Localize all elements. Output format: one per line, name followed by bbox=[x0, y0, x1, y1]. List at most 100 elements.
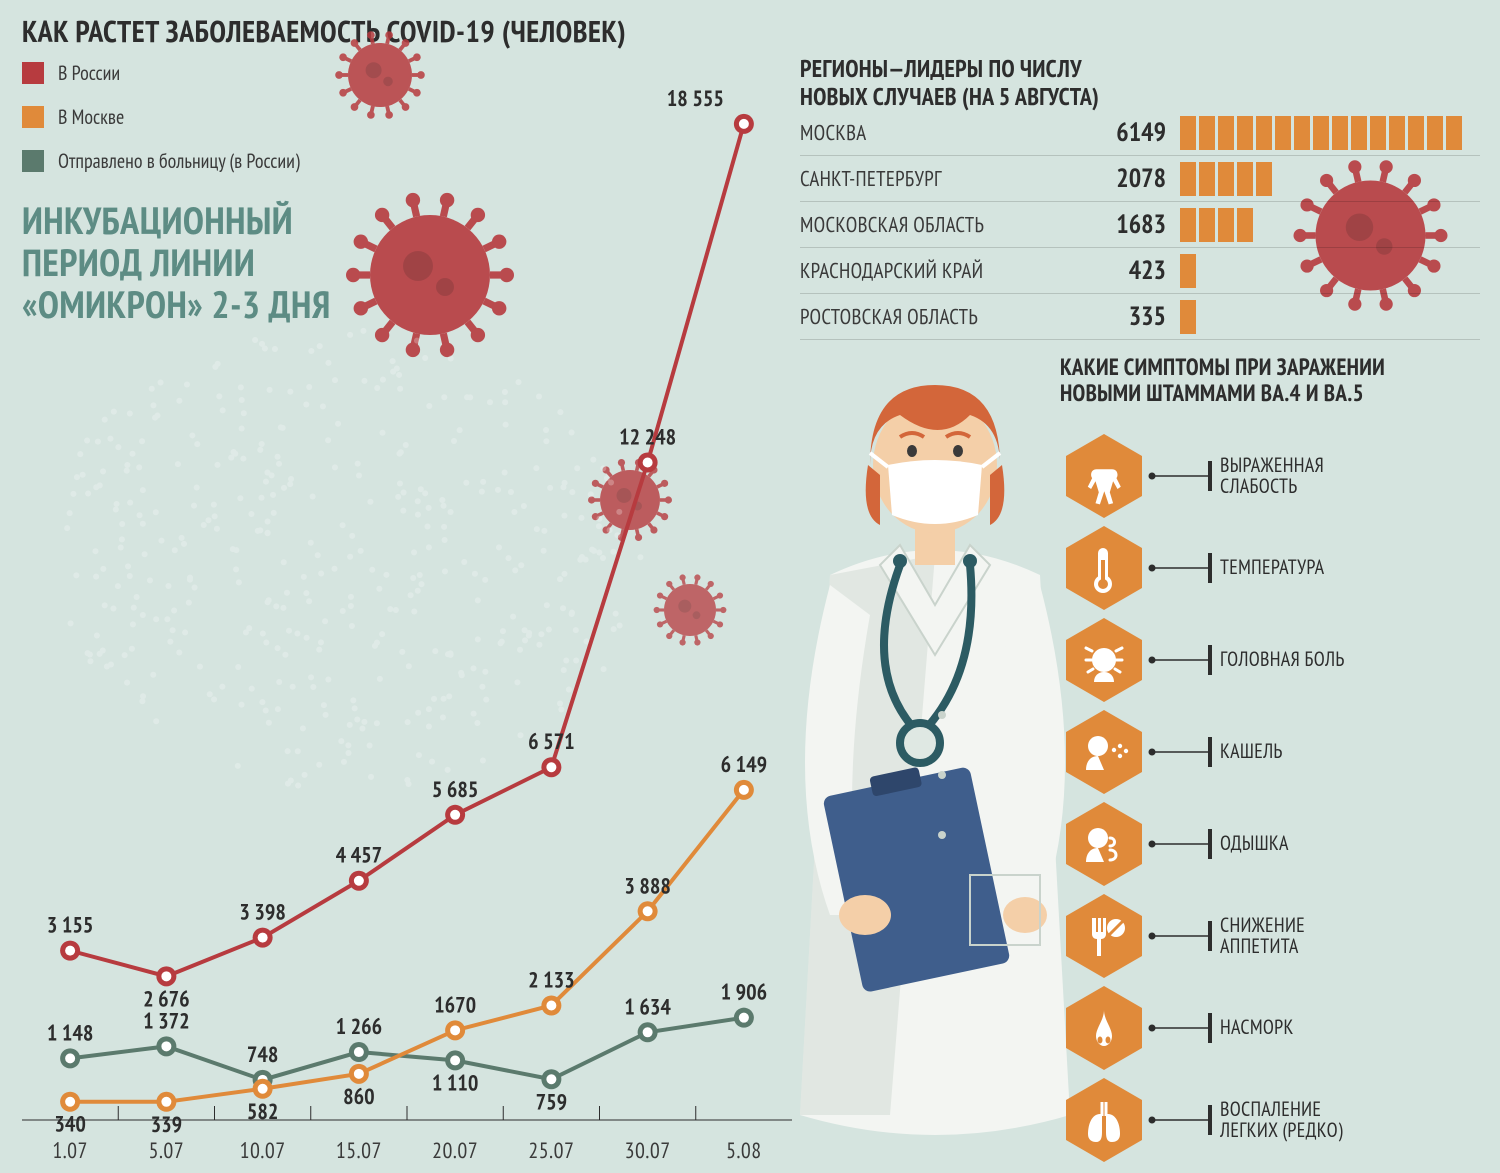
region-bar-segment bbox=[1427, 116, 1443, 150]
symptom-row: ОДЫШКА bbox=[1060, 798, 1490, 890]
region-bar bbox=[1180, 208, 1253, 242]
region-value: 6149 bbox=[1090, 116, 1180, 149]
connector bbox=[1148, 839, 1208, 849]
svg-text:759: 759 bbox=[536, 1088, 568, 1116]
svg-text:340: 340 bbox=[54, 1111, 86, 1139]
region-bar-segment bbox=[1199, 116, 1215, 150]
region-bar-segment bbox=[1313, 116, 1329, 150]
region-bar-segment bbox=[1237, 116, 1253, 150]
region-bar bbox=[1180, 116, 1462, 150]
region-name: КРАСНОДАРСКИЙ КРАЙ bbox=[800, 257, 1090, 284]
svg-text:4 457: 4 457 bbox=[336, 842, 383, 870]
region-bar-segment bbox=[1446, 116, 1462, 150]
region-value: 423 bbox=[1090, 254, 1180, 287]
x-tick-label: 20.07 bbox=[407, 1137, 503, 1165]
connector bbox=[1148, 655, 1208, 665]
region-row: МОСКОВСКАЯ ОБЛАСТЬ1683 bbox=[800, 202, 1480, 248]
dyspnea-icon bbox=[1060, 800, 1148, 888]
symptom-label-wrap: СНИЖЕНИЕАППЕТИТА bbox=[1208, 915, 1305, 957]
symptom-label: ОДЫШКА bbox=[1220, 833, 1289, 854]
region-bar-segment bbox=[1218, 116, 1234, 150]
region-name: САНКТ-ПЕТЕРБУРГ bbox=[800, 165, 1090, 192]
page-title: КАК РАСТЕТ ЗАБОЛЕВАЕМОСТЬ COVID-19 (ЧЕЛО… bbox=[22, 12, 626, 51]
thermometer-icon bbox=[1060, 524, 1148, 612]
symptom-label-wrap: КАШЕЛЬ bbox=[1208, 737, 1283, 767]
region-value: 2078 bbox=[1090, 162, 1180, 195]
region-bar-segment bbox=[1180, 162, 1196, 196]
nose-icon bbox=[1060, 984, 1148, 1072]
x-tick-label: 10.07 bbox=[215, 1137, 311, 1165]
x-tick-label: 15.07 bbox=[311, 1137, 407, 1165]
region-bar-segment bbox=[1408, 116, 1424, 150]
region-bar bbox=[1180, 162, 1272, 196]
region-bar-segment bbox=[1218, 208, 1234, 242]
region-bar-segment bbox=[1256, 116, 1272, 150]
lungs-icon bbox=[1060, 1076, 1148, 1164]
doctor-illustration bbox=[770, 355, 1100, 1155]
headache-icon bbox=[1060, 616, 1148, 704]
symptom-row: НАСМОРК bbox=[1060, 982, 1490, 1074]
region-row: РОСТОВСКАЯ ОБЛАСТЬ335 bbox=[800, 294, 1480, 340]
svg-text:1 110: 1 110 bbox=[432, 1069, 479, 1097]
symptom-row: ГОЛОВНАЯ БОЛЬ bbox=[1060, 614, 1490, 706]
region-bar-segment bbox=[1180, 208, 1196, 242]
region-row: САНКТ-ПЕТЕРБУРГ2078 bbox=[800, 156, 1480, 202]
symptom-label: ТЕМПЕРАТУРА bbox=[1220, 557, 1324, 578]
region-bar-segment bbox=[1180, 254, 1196, 288]
region-bar bbox=[1180, 300, 1196, 334]
symptom-row: СНИЖЕНИЕАППЕТИТА bbox=[1060, 890, 1490, 982]
region-bar-segment bbox=[1389, 116, 1405, 150]
region-bar-segment bbox=[1256, 162, 1272, 196]
symptoms-block: КАКИЕ СИМПТОМЫ ПРИ ЗАРАЖЕНИИНОВЫМИ ШТАММ… bbox=[1060, 355, 1490, 1166]
svg-text:2 133: 2 133 bbox=[528, 966, 575, 994]
symptom-label: ГОЛОВНАЯ БОЛЬ bbox=[1220, 649, 1345, 670]
region-bar-segment bbox=[1370, 116, 1386, 150]
svg-text:12 248: 12 248 bbox=[619, 423, 676, 451]
region-value: 335 bbox=[1090, 300, 1180, 333]
x-tick-label: 30.07 bbox=[600, 1137, 696, 1165]
region-bar-segment bbox=[1180, 300, 1196, 334]
chart-x-axis: 1.075.0710.0715.0720.0725.0730.075.08 bbox=[22, 1137, 792, 1165]
x-tick-label: 5.07 bbox=[118, 1137, 214, 1165]
symptom-label: ВОСПАЛЕНИЕЛЕГКИХ (РЕДКО) bbox=[1220, 1099, 1343, 1141]
symptom-row: ВЫРАЖЕННАЯСЛАБОСТЬ bbox=[1060, 430, 1490, 522]
regions-title: РЕГИОНЫ—ЛИДЕРЫ ПО ЧИСЛУНОВЫХ СЛУЧАЕВ (НА… bbox=[800, 55, 1480, 110]
weakness-icon bbox=[1060, 432, 1148, 520]
svg-text:3 155: 3 155 bbox=[47, 912, 94, 940]
connector bbox=[1148, 563, 1208, 573]
symptom-label: СНИЖЕНИЕАППЕТИТА bbox=[1220, 915, 1305, 957]
symptom-label: НАСМОРК bbox=[1220, 1017, 1294, 1038]
region-name: МОСКОВСКАЯ ОБЛАСТЬ bbox=[800, 211, 1090, 238]
symptoms-title: КАКИЕ СИМПТОМЫ ПРИ ЗАРАЖЕНИИНОВЫМИ ШТАММ… bbox=[1060, 355, 1490, 408]
symptom-label-wrap: ТЕМПЕРАТУРА bbox=[1208, 553, 1324, 583]
svg-text:1 634: 1 634 bbox=[624, 993, 671, 1021]
region-value: 1683 bbox=[1090, 208, 1180, 241]
region-row: КРАСНОДАРСКИЙ КРАЙ423 bbox=[800, 248, 1480, 294]
appetite-icon bbox=[1060, 892, 1148, 980]
svg-text:6 571: 6 571 bbox=[528, 728, 575, 756]
region-bar-segment bbox=[1294, 116, 1310, 150]
symptom-row: ВОСПАЛЕНИЕЛЕГКИХ (РЕДКО) bbox=[1060, 1074, 1490, 1166]
symptom-label: КАШЕЛЬ bbox=[1220, 741, 1283, 762]
svg-text:2 676: 2 676 bbox=[143, 985, 190, 1013]
x-tick-label: 1.07 bbox=[22, 1137, 118, 1165]
connector bbox=[1148, 747, 1208, 757]
svg-text:339: 339 bbox=[151, 1111, 183, 1139]
svg-text:582: 582 bbox=[247, 1098, 279, 1126]
region-bar bbox=[1180, 254, 1196, 288]
symptom-label-wrap: ОДЫШКА bbox=[1208, 829, 1289, 859]
symptom-row: КАШЕЛЬ bbox=[1060, 706, 1490, 798]
line-chart: 1 1481 3727481 2661 1107591 6341 9063403… bbox=[22, 60, 792, 1150]
connector bbox=[1148, 1023, 1208, 1033]
region-bar-segment bbox=[1332, 116, 1348, 150]
symptom-label-wrap: ВОСПАЛЕНИЕЛЕГКИХ (РЕДКО) bbox=[1208, 1099, 1343, 1141]
region-name: РОСТОВСКАЯ ОБЛАСТЬ bbox=[800, 303, 1090, 330]
svg-text:6 149: 6 149 bbox=[721, 751, 768, 779]
connector bbox=[1148, 471, 1208, 481]
region-bar-segment bbox=[1351, 116, 1367, 150]
svg-text:3 398: 3 398 bbox=[239, 899, 286, 927]
region-bar-segment bbox=[1218, 162, 1234, 196]
region-bar-segment bbox=[1199, 162, 1215, 196]
cough-icon bbox=[1060, 708, 1148, 796]
symptom-label: ВЫРАЖЕННАЯСЛАБОСТЬ bbox=[1220, 455, 1324, 497]
